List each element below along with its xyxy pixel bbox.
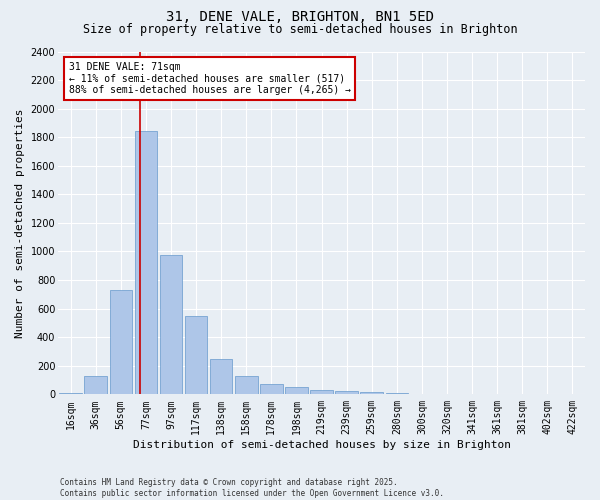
Bar xyxy=(285,387,308,394)
Bar xyxy=(335,391,358,394)
Bar xyxy=(59,393,82,394)
Bar xyxy=(386,393,408,394)
Text: 31 DENE VALE: 71sqm
← 11% of semi-detached houses are smaller (517)
88% of semi-: 31 DENE VALE: 71sqm ← 11% of semi-detach… xyxy=(68,62,350,95)
Y-axis label: Number of semi-detached properties: Number of semi-detached properties xyxy=(15,108,25,338)
Bar xyxy=(310,390,333,394)
Bar xyxy=(85,376,107,394)
Bar xyxy=(260,384,283,394)
Bar xyxy=(361,392,383,394)
Bar xyxy=(110,290,132,395)
Bar xyxy=(134,132,157,394)
Bar xyxy=(160,255,182,394)
Bar xyxy=(210,358,232,394)
Bar xyxy=(235,376,257,394)
Text: 31, DENE VALE, BRIGHTON, BN1 5ED: 31, DENE VALE, BRIGHTON, BN1 5ED xyxy=(166,10,434,24)
X-axis label: Distribution of semi-detached houses by size in Brighton: Distribution of semi-detached houses by … xyxy=(133,440,511,450)
Bar xyxy=(185,316,208,394)
Text: Contains HM Land Registry data © Crown copyright and database right 2025.
Contai: Contains HM Land Registry data © Crown c… xyxy=(60,478,444,498)
Text: Size of property relative to semi-detached houses in Brighton: Size of property relative to semi-detach… xyxy=(83,22,517,36)
